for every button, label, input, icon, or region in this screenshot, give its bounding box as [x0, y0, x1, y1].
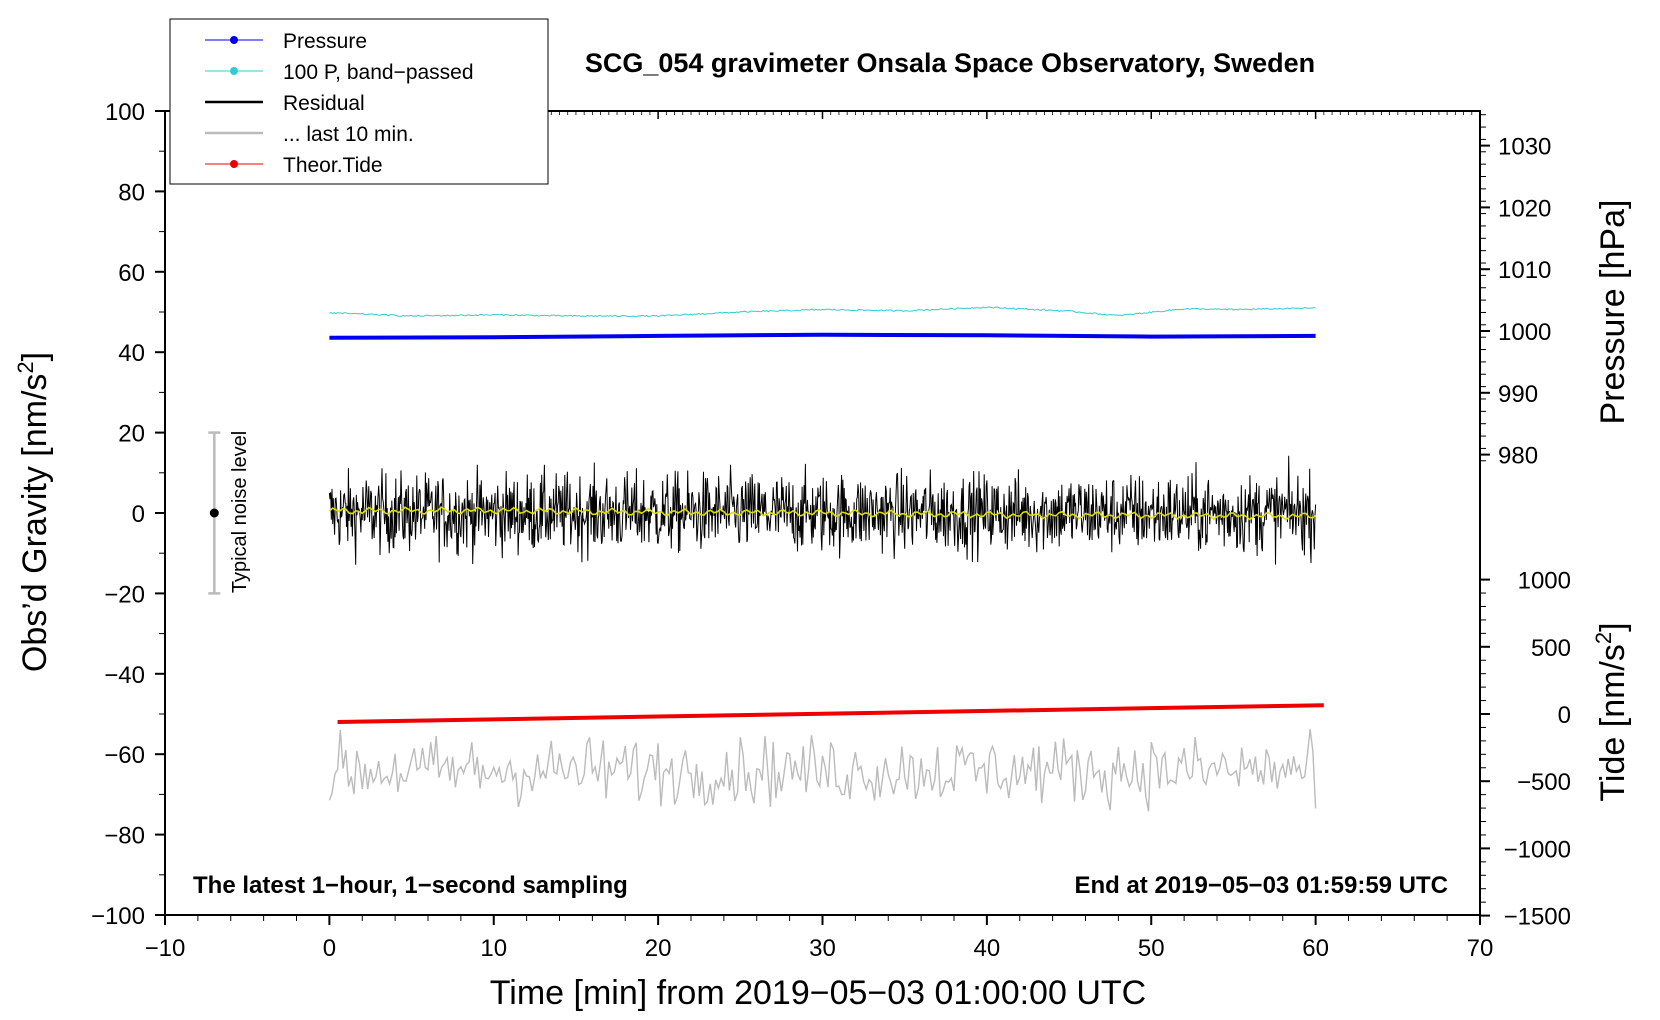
y-tick-label: 100: [105, 99, 145, 126]
x-tick-label: 70: [1467, 935, 1494, 962]
noise-level-label: Typical noise level: [229, 431, 251, 593]
theoretical-tide-line: [337, 703, 1324, 724]
y-tick-label: −60: [104, 742, 145, 769]
pressure-line: [329, 332, 1316, 340]
legend-entry-label: Residual: [283, 92, 365, 115]
annotation-sampling: The latest 1−hour, 1−second sampling: [193, 872, 628, 899]
pressure-tick-label: 990: [1498, 381, 1538, 408]
x-tick-label: 20: [645, 935, 672, 962]
tide-tick-label: 0: [1558, 702, 1571, 729]
tide-tick-label: −1500: [1504, 904, 1571, 931]
x-tick-label: 30: [809, 935, 836, 962]
residual-smoothed-line: [328, 506, 1317, 521]
legend: Pressure 100 P, band−passed Residual ... la…: [169, 18, 549, 185]
y-tick-label: 0: [132, 501, 145, 528]
noise-bar-center-dot: [209, 508, 219, 518]
tide-tick-label: 500: [1531, 635, 1571, 662]
y-tick-label: −100: [91, 903, 145, 930]
y-tick-label: −80: [104, 823, 145, 850]
legend-swatch-marker: [230, 160, 238, 168]
x-tick-label: 60: [1302, 935, 1329, 962]
plot-area: [208, 306, 1324, 812]
y-tick-label: 40: [118, 340, 145, 367]
legend-swatch-marker: [230, 67, 238, 75]
y-tick-label: −40: [104, 662, 145, 689]
tide-tick-label: −500: [1517, 769, 1571, 796]
last-10-min-line: [328, 729, 1317, 812]
band-passed-pressure-line: [329, 306, 1316, 318]
pressure-tick-label: 1000: [1498, 319, 1551, 346]
gravity-axis-title-sup: 2: [13, 361, 38, 373]
x-tick-label: −10: [145, 935, 186, 962]
x-tick-label: 50: [1138, 935, 1165, 962]
chart-title: SCG_054 gravimeter Onsala Space Observat…: [585, 48, 1315, 78]
tide-tick-label: −1000: [1504, 836, 1571, 863]
legend-entry-label: Pressure: [283, 30, 367, 53]
pressure-tick-label: 980: [1498, 443, 1538, 470]
pressure-axis-title: Pressure [hPa]: [1594, 200, 1632, 425]
legend-swatch-marker: [230, 36, 238, 44]
y-tick-label: −20: [104, 581, 145, 608]
annotation-end-time: End at 2019−05−03 01:59:59 UTC: [1074, 872, 1448, 899]
tide-axis-title-main: Tide [nm/s: [1594, 644, 1632, 801]
y-tick-label: 60: [118, 260, 145, 287]
gravity-axis-title-end: ]: [16, 352, 54, 361]
x-axis-title: Time [min] from 2019−05−03 01:00:00 UTC: [490, 974, 1146, 1012]
tide-axis-title: Tide [nm/s2]: [1591, 622, 1632, 801]
residual-line: [328, 455, 1317, 565]
x-tick-label: 0: [323, 935, 336, 962]
legend-entry-label: Theor.Tide: [283, 154, 383, 177]
pressure-tick-label: 1020: [1498, 195, 1551, 222]
tide-tick-label: 1000: [1518, 568, 1571, 595]
x-tick-label: 10: [480, 935, 507, 962]
gravity-axis-title: Obs’d Gravity [nm/s2]: [13, 352, 54, 672]
axes: −10 0 10 20 30 40 50 60 70−100−80−60−40−20020406…: [91, 99, 1571, 962]
gravity-axis-title-main: Obs’d Gravity [nm/s: [16, 374, 54, 673]
y-tick-label: 20: [118, 421, 145, 448]
pressure-tick-label: 1030: [1498, 134, 1551, 161]
tide-axis-title-sup: 2: [1591, 632, 1616, 644]
pressure-tick-label: 1010: [1498, 257, 1551, 284]
y-tick-label: 80: [118, 179, 145, 206]
x-tick-label: 40: [974, 935, 1001, 962]
legend-entry-label: 100 P, band−passed: [283, 61, 474, 84]
tide-axis-title-end: ]: [1594, 622, 1632, 631]
legend-entry-label: ... last 10 min.: [283, 123, 414, 146]
